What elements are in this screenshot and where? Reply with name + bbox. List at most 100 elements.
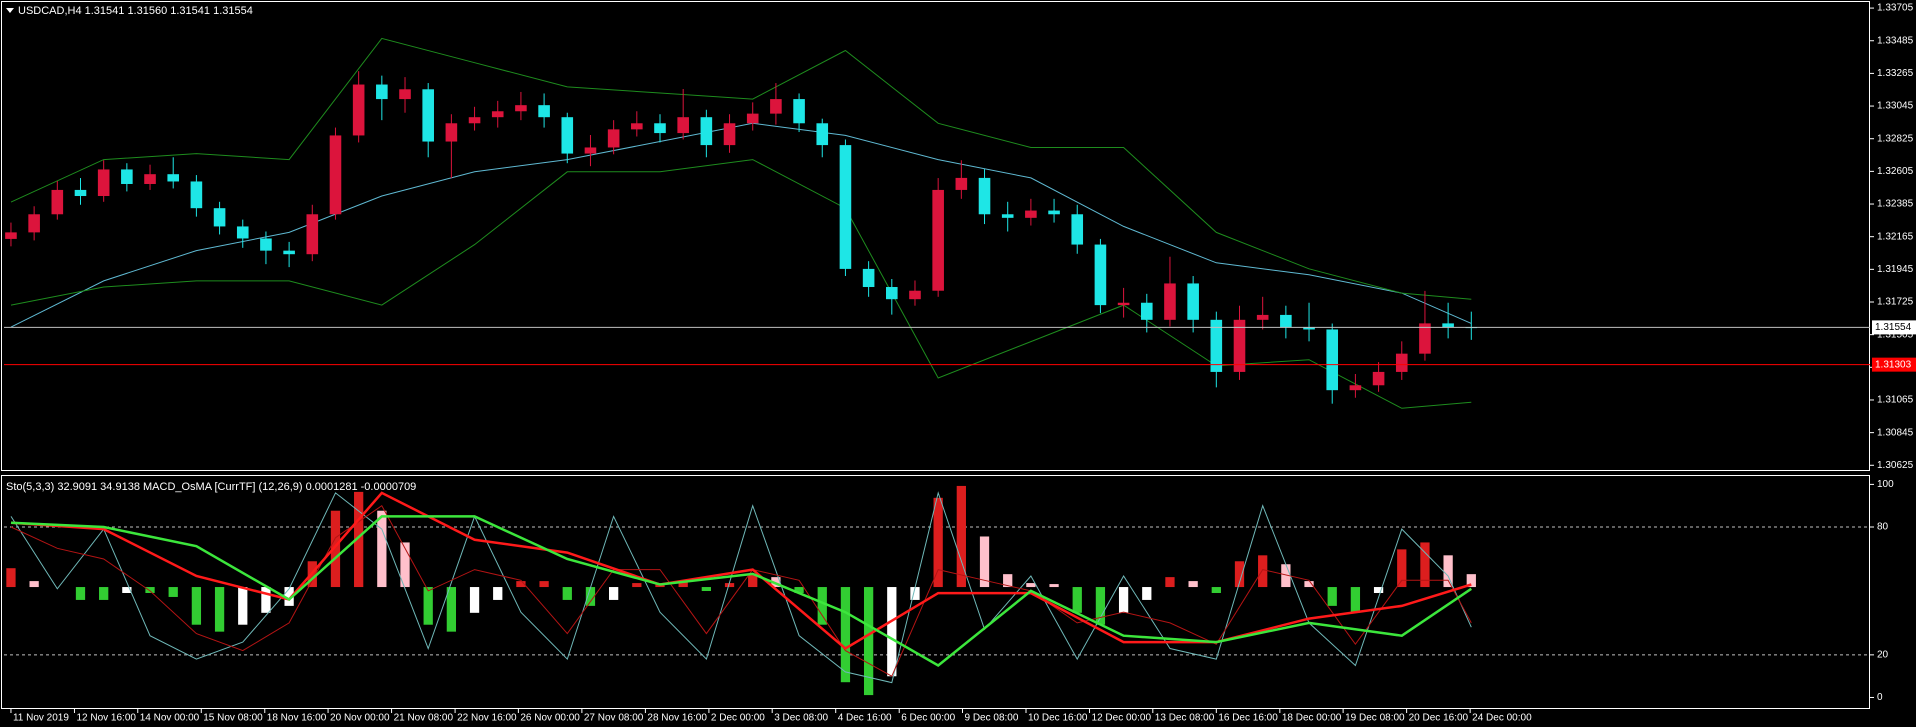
- osma-bar: [678, 581, 688, 588]
- candle-body: [955, 177, 968, 190]
- osma-bar: [1466, 574, 1476, 588]
- candle-body: [1210, 319, 1223, 372]
- price-label-box: [1872, 357, 1916, 372]
- candle-body: [306, 214, 319, 255]
- y-tick-label: 1.32385: [1877, 199, 1914, 210]
- y-tick-label: 80: [1877, 522, 1889, 533]
- y-tick-label: 1.31505: [1877, 329, 1914, 340]
- candle-body: [491, 111, 504, 118]
- osma-bar: [817, 587, 827, 625]
- osma-bar: [1095, 587, 1106, 625]
- candle-body: [654, 123, 666, 134]
- y-tick-label: 1.32165: [1877, 231, 1914, 242]
- x-tick-label: 10 Dec 16:00: [1028, 713, 1088, 724]
- osma-bar: [214, 587, 225, 632]
- indicator-line: [10, 159, 1472, 409]
- osma-bar: [261, 587, 271, 613]
- candle-body: [839, 145, 852, 269]
- osma-bar: [562, 587, 572, 600]
- osma-bar: [1118, 587, 1129, 613]
- osma-bar: [400, 542, 410, 588]
- osma-bar: [423, 587, 433, 625]
- y-tick-label: 1.33045: [1877, 101, 1914, 112]
- x-tick-label: 11 Nov 2019: [13, 713, 69, 724]
- menu-arrow[interactable]: [6, 8, 14, 13]
- osma-bar: [446, 587, 457, 632]
- candle-body: [1140, 302, 1153, 320]
- osma-bar: [354, 491, 364, 588]
- candle-body: [1442, 323, 1454, 328]
- y-tick-label: 1.30625: [1877, 460, 1914, 471]
- candle-body: [1303, 327, 1315, 330]
- osma-bar: [1327, 587, 1337, 606]
- oscillator-line: [10, 491, 1472, 651]
- osma-bar: [516, 581, 526, 588]
- x-tick-label: 20 Nov 00:00: [330, 713, 390, 724]
- y-tick-label: 20: [1877, 650, 1889, 661]
- sub-panel-frame: [1, 475, 1870, 709]
- x-tick-label: 15 Nov 08:00: [203, 713, 263, 724]
- osma-bar: [1234, 561, 1245, 588]
- candle-body: [260, 238, 272, 251]
- x-tick-label: 14 Nov 00:00: [140, 713, 200, 724]
- candle-body: [700, 117, 713, 146]
- candle-body: [51, 189, 64, 215]
- candle-body: [746, 113, 759, 124]
- price-label-box: [1872, 320, 1916, 335]
- osma-bar: [794, 587, 804, 593]
- osma-bar: [238, 587, 248, 625]
- candle-body: [144, 174, 156, 184]
- x-tick-label: 27 Nov 08:00: [584, 713, 644, 724]
- osma-bar: [887, 587, 897, 677]
- osma-bar: [1373, 587, 1384, 593]
- candle-body: [5, 232, 17, 239]
- osma-bar: [701, 587, 711, 592]
- osma-bar: [724, 583, 735, 588]
- osma-bar: [1397, 549, 1407, 588]
- y-tick-label: 1.33705: [1877, 3, 1914, 14]
- osma-bar: [1026, 583, 1036, 588]
- price-label: 1.31554: [1875, 322, 1912, 333]
- candle-body: [584, 147, 597, 154]
- x-tick-label: 12 Nov 16:00: [76, 713, 136, 724]
- candle-body: [376, 84, 388, 100]
- osma-bar: [168, 587, 178, 597]
- candle-body: [631, 123, 643, 130]
- osma-bar: [6, 568, 16, 588]
- candle-body: [352, 84, 365, 136]
- candle-body: [121, 169, 133, 184]
- candle-body: [1001, 214, 1014, 218]
- x-tick-label: 24 Dec 00:00: [1472, 713, 1532, 724]
- osma-bar: [1142, 587, 1152, 600]
- x-tick-label: 6 Dec 00:00: [901, 713, 955, 724]
- candle-body: [862, 268, 875, 288]
- y-tick-label: 1.32605: [1877, 166, 1914, 177]
- candle-body: [1395, 353, 1408, 372]
- x-tick-label: 4 Dec 16:00: [838, 713, 892, 724]
- candle-body: [1164, 283, 1176, 320]
- candle-body: [1117, 302, 1130, 306]
- osma-bar: [1211, 587, 1221, 593]
- osma-bar: [979, 536, 990, 588]
- candle-body: [932, 189, 944, 291]
- candle-body: [1280, 314, 1292, 328]
- candle-body: [886, 287, 898, 300]
- candle-body: [28, 214, 40, 233]
- osma-bar: [284, 587, 294, 606]
- x-tick-label: 22 Nov 16:00: [457, 713, 517, 724]
- x-tick-label: 21 Nov 08:00: [394, 713, 454, 724]
- candle-body: [422, 89, 434, 142]
- y-tick-label: 1.31065: [1877, 395, 1914, 406]
- candle-body: [607, 129, 620, 148]
- candle-body: [236, 226, 249, 239]
- x-tick-label: 12 Dec 00:00: [1092, 713, 1152, 724]
- candle-body: [213, 208, 226, 227]
- candle-body: [445, 123, 458, 142]
- candle-body: [1071, 214, 1084, 245]
- candle-body: [677, 117, 689, 134]
- candle-body: [909, 290, 921, 300]
- x-tick-label: 18 Dec 00:00: [1282, 713, 1342, 724]
- osma-bar: [1420, 542, 1430, 588]
- candle-body: [399, 89, 411, 100]
